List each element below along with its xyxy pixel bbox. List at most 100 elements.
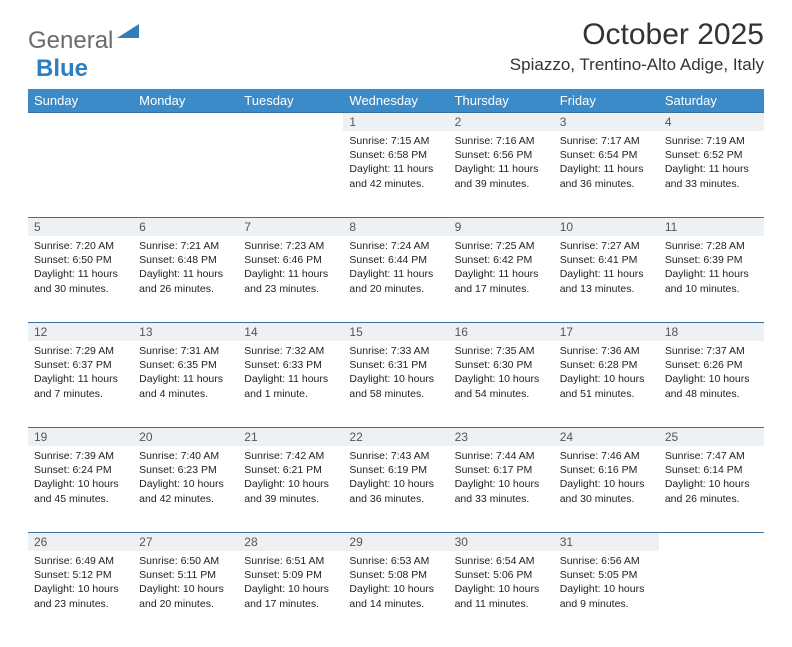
day-body-cell: Sunrise: 7:46 AMSunset: 6:16 PMDaylight:…: [554, 446, 659, 533]
day-details: Sunrise: 6:56 AMSunset: 5:05 PMDaylight:…: [554, 551, 659, 615]
day-number-cell: 15: [343, 323, 448, 342]
day-number-cell: 3: [554, 113, 659, 132]
day-body-cell: Sunrise: 6:54 AMSunset: 5:06 PMDaylight:…: [449, 551, 554, 637]
day-number-cell: 20: [133, 428, 238, 447]
day-number-cell: 12: [28, 323, 133, 342]
day-body-cell: [659, 551, 764, 637]
weekday-header: Thursday: [449, 89, 554, 113]
day-details: Sunrise: 7:19 AMSunset: 6:52 PMDaylight:…: [659, 131, 764, 195]
day-details: Sunrise: 6:49 AMSunset: 5:12 PMDaylight:…: [28, 551, 133, 615]
day-details: Sunrise: 7:42 AMSunset: 6:21 PMDaylight:…: [238, 446, 343, 510]
day-body-cell: [238, 131, 343, 218]
day-details: Sunrise: 7:32 AMSunset: 6:33 PMDaylight:…: [238, 341, 343, 405]
day-details: Sunrise: 7:43 AMSunset: 6:19 PMDaylight:…: [343, 446, 448, 510]
day-body-cell: Sunrise: 7:20 AMSunset: 6:50 PMDaylight:…: [28, 236, 133, 323]
day-body-cell: Sunrise: 7:27 AMSunset: 6:41 PMDaylight:…: [554, 236, 659, 323]
day-body-cell: Sunrise: 6:50 AMSunset: 5:11 PMDaylight:…: [133, 551, 238, 637]
day-details: Sunrise: 7:24 AMSunset: 6:44 PMDaylight:…: [343, 236, 448, 300]
day-body-cell: Sunrise: 7:37 AMSunset: 6:26 PMDaylight:…: [659, 341, 764, 428]
day-body-cell: Sunrise: 6:56 AMSunset: 5:05 PMDaylight:…: [554, 551, 659, 637]
calendar-table: Sunday Monday Tuesday Wednesday Thursday…: [28, 89, 764, 637]
day-details: Sunrise: 7:31 AMSunset: 6:35 PMDaylight:…: [133, 341, 238, 405]
day-number-cell: 27: [133, 533, 238, 552]
day-body-cell: Sunrise: 6:51 AMSunset: 5:09 PMDaylight:…: [238, 551, 343, 637]
day-number-cell: 4: [659, 113, 764, 132]
day-number-cell: 22: [343, 428, 448, 447]
day-number-cell: 17: [554, 323, 659, 342]
day-number-cell: 31: [554, 533, 659, 552]
day-number-cell: 5: [28, 218, 133, 237]
day-body-cell: Sunrise: 7:33 AMSunset: 6:31 PMDaylight:…: [343, 341, 448, 428]
day-number-cell: [133, 113, 238, 132]
day-number-cell: 21: [238, 428, 343, 447]
day-details: Sunrise: 7:44 AMSunset: 6:17 PMDaylight:…: [449, 446, 554, 510]
location-subtitle: Spiazzo, Trentino-Alto Adige, Italy: [510, 55, 764, 75]
weekday-header-row: Sunday Monday Tuesday Wednesday Thursday…: [28, 89, 764, 113]
weekday-header: Wednesday: [343, 89, 448, 113]
day-details: Sunrise: 7:36 AMSunset: 6:28 PMDaylight:…: [554, 341, 659, 405]
day-body-cell: Sunrise: 7:28 AMSunset: 6:39 PMDaylight:…: [659, 236, 764, 323]
day-details: Sunrise: 7:28 AMSunset: 6:39 PMDaylight:…: [659, 236, 764, 300]
day-details: Sunrise: 7:39 AMSunset: 6:24 PMDaylight:…: [28, 446, 133, 510]
day-content-row: Sunrise: 7:15 AMSunset: 6:58 PMDaylight:…: [28, 131, 764, 218]
day-details: Sunrise: 7:37 AMSunset: 6:26 PMDaylight:…: [659, 341, 764, 405]
day-details: Sunrise: 7:33 AMSunset: 6:31 PMDaylight:…: [343, 341, 448, 405]
day-details: Sunrise: 7:25 AMSunset: 6:42 PMDaylight:…: [449, 236, 554, 300]
day-number-cell: 13: [133, 323, 238, 342]
page-title: October 2025: [510, 18, 764, 51]
day-number-cell: 18: [659, 323, 764, 342]
day-details: Sunrise: 6:53 AMSunset: 5:08 PMDaylight:…: [343, 551, 448, 615]
day-body-cell: Sunrise: 7:31 AMSunset: 6:35 PMDaylight:…: [133, 341, 238, 428]
day-content-row: Sunrise: 7:39 AMSunset: 6:24 PMDaylight:…: [28, 446, 764, 533]
day-body-cell: Sunrise: 7:15 AMSunset: 6:58 PMDaylight:…: [343, 131, 448, 218]
day-content-row: Sunrise: 7:20 AMSunset: 6:50 PMDaylight:…: [28, 236, 764, 323]
day-details: Sunrise: 7:23 AMSunset: 6:46 PMDaylight:…: [238, 236, 343, 300]
day-number-cell: 1: [343, 113, 448, 132]
day-number-cell: 9: [449, 218, 554, 237]
day-number-cell: 2: [449, 113, 554, 132]
day-content-row: Sunrise: 7:29 AMSunset: 6:37 PMDaylight:…: [28, 341, 764, 428]
day-number-cell: [238, 113, 343, 132]
day-body-cell: Sunrise: 7:35 AMSunset: 6:30 PMDaylight:…: [449, 341, 554, 428]
day-number-cell: 10: [554, 218, 659, 237]
day-body-cell: Sunrise: 7:24 AMSunset: 6:44 PMDaylight:…: [343, 236, 448, 323]
day-number-row: 567891011: [28, 218, 764, 237]
logo-word-blue: Blue: [28, 55, 88, 82]
day-body-cell: Sunrise: 6:49 AMSunset: 5:12 PMDaylight:…: [28, 551, 133, 637]
day-body-cell: Sunrise: 6:53 AMSunset: 5:08 PMDaylight:…: [343, 551, 448, 637]
day-body-cell: Sunrise: 7:32 AMSunset: 6:33 PMDaylight:…: [238, 341, 343, 428]
day-body-cell: Sunrise: 7:40 AMSunset: 6:23 PMDaylight:…: [133, 446, 238, 533]
day-body-cell: Sunrise: 7:23 AMSunset: 6:46 PMDaylight:…: [238, 236, 343, 323]
day-body-cell: Sunrise: 7:42 AMSunset: 6:21 PMDaylight:…: [238, 446, 343, 533]
day-content-row: Sunrise: 6:49 AMSunset: 5:12 PMDaylight:…: [28, 551, 764, 637]
day-number-cell: [28, 113, 133, 132]
weekday-header: Friday: [554, 89, 659, 113]
day-details: Sunrise: 7:17 AMSunset: 6:54 PMDaylight:…: [554, 131, 659, 195]
day-number-cell: 29: [343, 533, 448, 552]
day-body-cell: Sunrise: 7:17 AMSunset: 6:54 PMDaylight:…: [554, 131, 659, 218]
day-number-row: 262728293031: [28, 533, 764, 552]
logo-word-general: General: [28, 29, 113, 53]
day-body-cell: [133, 131, 238, 218]
day-details: Sunrise: 6:54 AMSunset: 5:06 PMDaylight:…: [449, 551, 554, 615]
day-details: Sunrise: 7:35 AMSunset: 6:30 PMDaylight:…: [449, 341, 554, 405]
day-details: Sunrise: 7:20 AMSunset: 6:50 PMDaylight:…: [28, 236, 133, 300]
day-number-cell: 19: [28, 428, 133, 447]
day-number-cell: 8: [343, 218, 448, 237]
day-number-cell: 28: [238, 533, 343, 552]
day-number-cell: 30: [449, 533, 554, 552]
weekday-header: Monday: [133, 89, 238, 113]
day-details: Sunrise: 7:15 AMSunset: 6:58 PMDaylight:…: [343, 131, 448, 195]
day-body-cell: Sunrise: 7:36 AMSunset: 6:28 PMDaylight:…: [554, 341, 659, 428]
weekday-header: Saturday: [659, 89, 764, 113]
logo-triangle-icon: [117, 22, 139, 43]
day-number-cell: 25: [659, 428, 764, 447]
day-number-row: 1234: [28, 113, 764, 132]
day-number-cell: 7: [238, 218, 343, 237]
day-body-cell: Sunrise: 7:19 AMSunset: 6:52 PMDaylight:…: [659, 131, 764, 218]
day-number-cell: [659, 533, 764, 552]
day-body-cell: [28, 131, 133, 218]
day-number-row: 19202122232425: [28, 428, 764, 447]
day-body-cell: Sunrise: 7:16 AMSunset: 6:56 PMDaylight:…: [449, 131, 554, 218]
day-body-cell: Sunrise: 7:47 AMSunset: 6:14 PMDaylight:…: [659, 446, 764, 533]
